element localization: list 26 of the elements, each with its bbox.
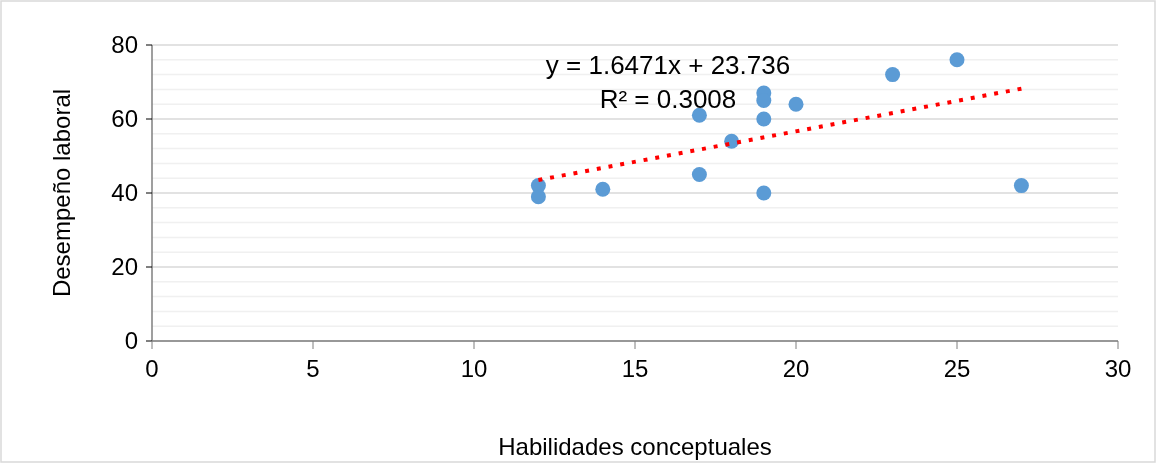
point	[530, 189, 546, 205]
y-axis-title: Desempeño laboral	[48, 88, 75, 298]
y-tick-label: 40	[111, 179, 138, 207]
point	[691, 167, 707, 182]
y-tick-label: 0	[124, 327, 138, 355]
y-tick-label: 80	[111, 31, 138, 59]
y-tick-label: 60	[111, 105, 138, 133]
point	[788, 96, 804, 112]
point	[756, 185, 772, 201]
point	[595, 181, 611, 197]
x-tick-label: 30	[1104, 355, 1132, 382]
point	[756, 111, 772, 127]
x-tick-label: 15	[621, 355, 649, 382]
point	[1013, 178, 1029, 194]
annotation: R² = 0.3008	[599, 84, 737, 114]
point	[885, 67, 901, 83]
x-tick-label: 20	[782, 355, 810, 382]
x-tick-label: 0	[145, 355, 159, 382]
x-tick-label: 5	[306, 355, 320, 382]
x-tick-label: 25	[943, 355, 971, 382]
annotation: y = 1.6471x + 23.736	[545, 50, 791, 80]
point	[691, 107, 707, 123]
point	[949, 52, 965, 68]
x-axis-title: Habilidades conceptuales	[498, 433, 772, 460]
x-tick-label: 10	[460, 355, 488, 382]
y-tick-label: 20	[111, 253, 138, 281]
